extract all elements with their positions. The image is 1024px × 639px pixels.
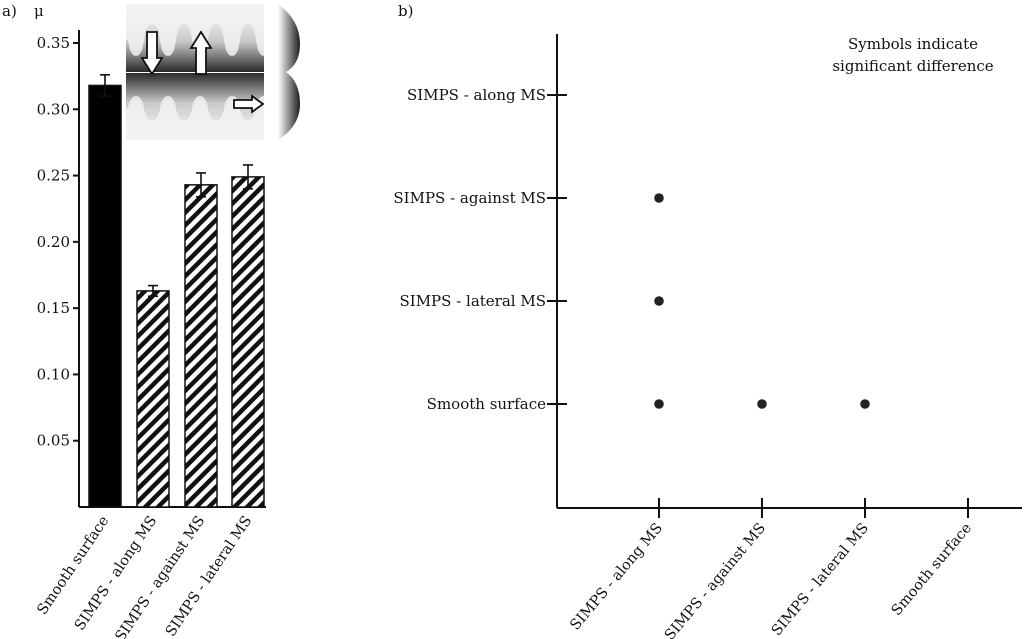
significance-point xyxy=(654,193,664,203)
y-ticks: 0.05 0.10 0.15 0.20 0.25 0.30 0.35 xyxy=(37,34,79,450)
panel-b-y-tick-label: SIMPS - along MS xyxy=(407,86,546,104)
panel-b-significance-plot: b) Symbols indicate significant differen… xyxy=(393,2,1022,639)
bar-smooth-surface xyxy=(88,84,122,508)
panel-b-y-ticks: Smooth surface SIMPS - lateral MS SIMPS - … xyxy=(393,86,567,413)
significance-point xyxy=(757,399,767,409)
panel-b-label: b) xyxy=(398,2,413,20)
bars xyxy=(88,74,265,508)
y-tick-label: 0.20 xyxy=(37,233,70,251)
bar-simps-along-ms xyxy=(136,290,170,508)
error-bar-smooth-surface xyxy=(100,74,110,97)
note-line-2: significant difference xyxy=(832,57,993,75)
panel-a-bar-chart: a) μ 0.05 0.10 0.15 0.20 0.25 0.30 0.35 Smooth… xyxy=(2,2,300,639)
note-line-1: Symbols indicate xyxy=(848,35,978,53)
y-axis-label: μ xyxy=(34,2,44,20)
panel-b-x-tick-label: Smooth surface xyxy=(889,520,975,619)
y-tick-label: 0.10 xyxy=(37,365,70,383)
y-tick-label: 0.30 xyxy=(37,100,70,118)
significance-point xyxy=(860,399,870,409)
x-category-label: SIMPS - lateral MS xyxy=(163,513,255,639)
error-bar-simps-along-ms xyxy=(148,284,158,298)
x-category-label: SIMPS - along MS xyxy=(72,513,160,633)
up-arrow-icon xyxy=(189,30,213,75)
panel-b-x-tick-label: SIMPS - against MS xyxy=(662,520,769,639)
panel-a-label: a) xyxy=(2,2,17,20)
significance-point xyxy=(654,399,664,409)
panel-b-y-tick-label: SIMPS - lateral MS xyxy=(400,292,547,310)
bar-simps-against-ms xyxy=(184,184,218,508)
x-category-label: SIMPS - against MS xyxy=(113,513,209,639)
y-tick-label: 0.35 xyxy=(37,34,70,52)
panel-b-y-tick-label: Smooth surface xyxy=(427,395,546,413)
y-tick-label: 0.05 xyxy=(37,432,70,450)
y-tick-label: 0.15 xyxy=(37,299,70,317)
error-bar-simps-against-ms xyxy=(196,172,206,198)
bar-simps-lateral-ms xyxy=(231,176,265,508)
right-arrow-icon xyxy=(233,94,265,114)
significance-point xyxy=(654,296,664,306)
significance-points xyxy=(654,193,870,409)
surface-illustration xyxy=(126,4,300,140)
panel-b-x-tick-label: SIMPS - along MS xyxy=(567,520,666,633)
panel-b-x-tick-label: SIMPS - lateral MS xyxy=(769,520,872,639)
panel-b-y-tick-label: SIMPS - against MS xyxy=(393,189,546,207)
error-bar-simps-lateral-ms xyxy=(243,164,253,190)
y-tick-label: 0.25 xyxy=(37,167,70,185)
down-arrow-icon xyxy=(140,31,164,76)
